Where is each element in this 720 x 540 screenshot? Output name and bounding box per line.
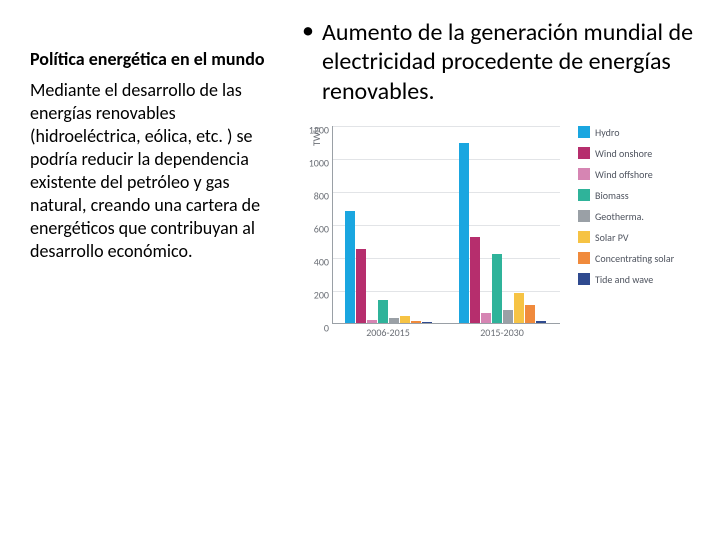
legend-item: Concentrating solar [578,252,674,265]
legend-label: Tide and wave [595,273,653,286]
legend-item: Geotherma. [578,210,674,223]
legend-item: Biomass [578,189,674,202]
legend-label: Wind offshore [595,168,653,181]
chart-bar [378,300,388,323]
chart-legend: Hydro Wind onshore Wind offshore Biomass Geo… [578,126,674,356]
legend-label: Solar PV [595,231,629,244]
legend-item: Solar PV [578,231,674,244]
chart-bar [536,321,546,323]
legend-swatch-icon [578,252,590,264]
chart-bar [400,316,410,323]
slide: Política energética en el mundo Mediante… [0,0,720,540]
chart-plot: 020040060080010001200 [332,126,560,324]
legend-item: Wind offshore [578,168,674,181]
legend-swatch-icon [578,273,590,285]
legend-item: Wind onshore [578,147,674,160]
bullet-text: Aumento de la generación mundial de elec… [322,18,694,106]
legend-label: Hydro [595,126,620,139]
chart-bar-group [459,143,547,323]
right-column: • Aumento de la generación mundial de el… [302,18,694,356]
chart-y-tick: 0 [324,321,333,334]
chart-bar [356,249,366,323]
legend-label: Biomass [595,189,629,202]
legend-label: Geotherma. [595,210,644,223]
chart-bar [422,322,432,323]
chart-x-tick: 2015-2030 [458,326,546,339]
chart-bar [525,305,535,323]
legend-item: Hydro [578,126,674,139]
chart-bar-group [345,211,433,323]
left-body-text: Mediante el desarrollo de las energías r… [30,79,290,263]
chart-container: TWh 020040060080010001200 2006-20152015-… [302,122,694,356]
legend-swatch-icon [578,147,590,159]
chart-y-tick: 600 [314,222,333,235]
legend-item: Tide and wave [578,273,674,286]
left-column: Política energética en el mundo Mediante… [30,18,290,356]
legend-swatch-icon [578,189,590,201]
legend-swatch-icon [578,231,590,243]
chart-plot-area: TWh 020040060080010001200 2006-20152015-… [302,122,570,356]
legend-label: Concentrating solar [595,252,674,265]
legend-swatch-icon [578,168,590,180]
legend-swatch-icon [578,126,590,138]
chart-x-tick: 2006-2015 [344,326,432,339]
chart-bar [481,313,491,323]
chart-bar [492,254,502,323]
chart-bar [503,310,513,323]
legend-swatch-icon [578,210,590,222]
two-column-layout: Política energética en el mundo Mediante… [30,18,696,356]
chart-bar [345,211,355,323]
chart-gridline [333,126,560,127]
legend-label: Wind onshore [595,147,652,160]
bullet-item: • Aumento de la generación mundial de el… [302,18,694,106]
chart-y-tick: 800 [314,189,333,202]
chart-bar [459,143,469,323]
bullet-mark-icon: • [302,18,314,106]
chart-y-tick: 1200 [309,123,333,136]
chart-y-tick: 400 [314,255,333,268]
chart-bar [389,318,399,323]
chart-bar [514,293,524,323]
chart-bar [411,321,421,323]
chart-bar [367,320,377,323]
chart-y-tick: 1000 [309,156,333,169]
chart-bar [470,237,480,323]
left-title: Política energética en el mundo [30,48,290,71]
chart-y-tick: 200 [314,288,333,301]
